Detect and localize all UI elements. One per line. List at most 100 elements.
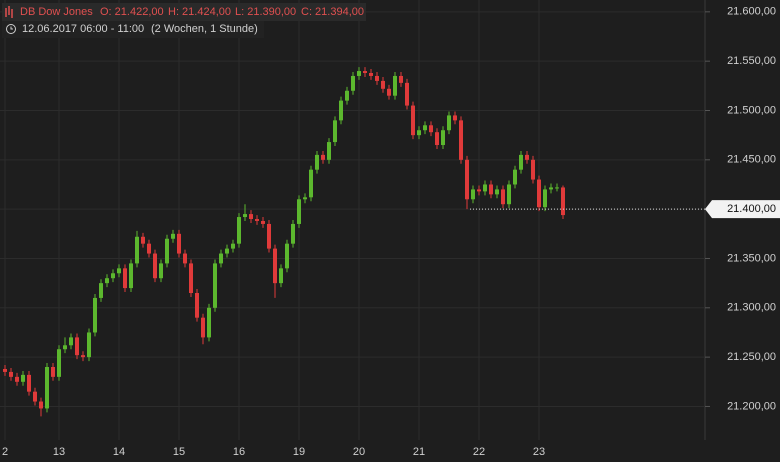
candle-body (441, 130, 445, 146)
candle-body (75, 337, 79, 356)
candle-body (531, 159, 535, 180)
candle-body (39, 401, 43, 409)
range-box (2, 21, 264, 38)
header-box (2, 3, 366, 21)
y-tick-label: 21.250,00 (727, 351, 776, 363)
candle-body (309, 169, 313, 198)
x-tick-label: 13 (53, 446, 65, 458)
candle-body (507, 184, 511, 205)
candle-body (177, 233, 181, 254)
candle-body (537, 179, 541, 208)
candle-body (453, 115, 457, 121)
candle-body (81, 355, 85, 358)
candle-body (57, 349, 61, 377)
candle-body (279, 268, 283, 284)
plot-area (0, 0, 705, 440)
period: (2 Wochen, 1 Stunde) (151, 23, 258, 35)
candle-body (99, 283, 103, 298)
candle-body (291, 223, 295, 244)
candle-body (519, 154, 523, 170)
candle-body (525, 154, 529, 160)
candle-body (123, 268, 127, 289)
candle-body (105, 278, 109, 284)
last-price-box (705, 200, 780, 219)
candle-body (213, 263, 217, 308)
candle-body (111, 273, 115, 279)
last-price-label: 21.400,00 (727, 203, 776, 215)
y-tick-label: 21.450,00 (727, 154, 776, 166)
candle-body (201, 317, 205, 338)
x-tick-label: 21 (413, 446, 425, 458)
candle-body (387, 88, 391, 96)
candle-icon (5, 6, 13, 18)
candle-body (255, 219, 259, 221)
candle-body (21, 374, 25, 382)
close-label: C: 21.394,00 (301, 6, 364, 18)
candle-body (15, 376, 19, 382)
candle-body (489, 184, 493, 195)
candle-body (249, 214, 253, 220)
candle-body (219, 253, 223, 264)
candle-body (45, 366, 49, 409)
candle-body (417, 130, 421, 136)
candle-body (447, 115, 451, 131)
candle-body (231, 243, 235, 249)
candle-body (141, 236, 145, 244)
candle-body (321, 154, 325, 160)
candle-body (429, 125, 433, 133)
candle-body (363, 71, 367, 74)
candle-body (495, 189, 499, 195)
candle-body (405, 82, 409, 106)
open-label: O: 21.422,00 (100, 6, 164, 18)
candle-body (135, 236, 139, 264)
candle-body (147, 243, 151, 254)
candle-body (159, 263, 163, 279)
candle-body (393, 75, 397, 96)
candle-body (375, 75, 379, 81)
candle-body (93, 297, 97, 333)
candle-body (9, 371, 13, 377)
x-tick-label: 16 (233, 446, 245, 458)
candle-body (399, 75, 403, 83)
candle-body (543, 189, 547, 208)
candle-body (483, 184, 487, 192)
candle-body (333, 120, 337, 143)
candle-body (501, 189, 505, 205)
candle-body (303, 197, 307, 200)
candle-body (423, 125, 427, 131)
candle-body (285, 243, 289, 269)
candle-body (357, 71, 361, 76)
candle-body (471, 189, 475, 200)
candle-body (33, 391, 37, 402)
candle-body (225, 248, 229, 254)
candle-body (369, 73, 373, 76)
candle-body (351, 75, 355, 91)
x-tick-label: 14 (113, 446, 125, 458)
clock-hands (10, 26, 13, 30)
candle-body (27, 374, 31, 392)
y-tick-label: 21.300,00 (727, 302, 776, 314)
candle-body (261, 220, 265, 224)
candle-body (237, 217, 241, 244)
y-tick-label: 21.600,00 (727, 6, 776, 18)
candle-body (555, 187, 559, 189)
y-tick-label: 21.550,00 (727, 55, 776, 67)
candle-body (315, 154, 319, 170)
candle-body (327, 142, 331, 160)
x-tick-label: 19 (293, 446, 305, 458)
instrument-name: DB Dow Jones (20, 6, 93, 18)
candle-body (243, 214, 247, 218)
candle-body (411, 105, 415, 136)
candle-body (3, 368, 7, 372)
candle-body (381, 80, 385, 89)
candle-body (189, 263, 193, 294)
candle-body (339, 100, 343, 121)
date-range: 12.06.2017 06:00 - 11:00 (22, 23, 144, 35)
candle-body (345, 90, 349, 101)
candle-body (513, 169, 517, 185)
candle-body (117, 268, 121, 274)
candle-body (273, 248, 277, 284)
y-tick-label: 21.350,00 (727, 252, 776, 264)
x-tick-label: 2 (2, 446, 8, 458)
